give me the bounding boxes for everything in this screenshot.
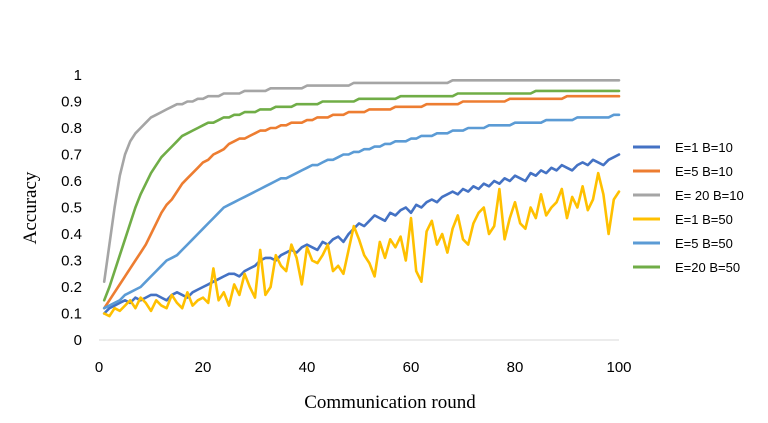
y-tick-label: 0.2 — [61, 279, 82, 296]
legend-label: E= 20 B=10 — [675, 188, 744, 203]
y-tick-label: 0.5 — [61, 200, 82, 217]
y-axis-title: Accuracy — [20, 171, 41, 244]
series-line-4 — [102, 171, 621, 318]
series-lines — [102, 79, 621, 318]
x-tick-label: 100 — [606, 359, 631, 376]
series-line-6 — [102, 89, 621, 302]
legend-label: E=1 B=10 — [675, 140, 733, 155]
series-line-1 — [102, 153, 621, 315]
legend-label: E=5 B=10 — [675, 164, 733, 179]
x-tick-label: 40 — [299, 359, 316, 376]
series-line-3 — [102, 79, 621, 284]
legend-label: E=5 B=50 — [675, 236, 733, 251]
x-axis-title: Communication round — [304, 392, 476, 413]
legend-label: E=1 B=50 — [675, 212, 733, 227]
series-line-5 — [102, 113, 621, 310]
series-line-2 — [102, 94, 621, 310]
y-tick-label: 0.1 — [61, 306, 82, 323]
x-tick-label: 80 — [507, 359, 524, 376]
x-tick-label: 0 — [95, 359, 103, 376]
y-tick-label: 1 — [74, 67, 82, 84]
legend-label: E=20 B=50 — [675, 260, 740, 275]
y-tick-label: 0.8 — [61, 120, 82, 137]
x-tick-label: 60 — [403, 359, 420, 376]
x-tick-label: 20 — [195, 359, 212, 376]
y-tick-label: 0.7 — [61, 147, 82, 164]
y-tick-label: 0.9 — [61, 94, 82, 111]
y-tick-label: 0.6 — [61, 173, 82, 190]
y-tick-label: 0.3 — [61, 253, 82, 270]
y-tick-label: 0 — [74, 332, 82, 349]
axes: 0 0.1 0.2 0.3 0.4 0.5 0.6 0.7 0.8 0.9 1 0 20 40 60 80 10… — [20, 67, 632, 413]
y-tick-label: 0.4 — [61, 226, 82, 243]
legend: E=1 B=10 E=5 B=10 E= 20 B=10 E=1 B=50 E=5 B=… — [633, 140, 744, 275]
